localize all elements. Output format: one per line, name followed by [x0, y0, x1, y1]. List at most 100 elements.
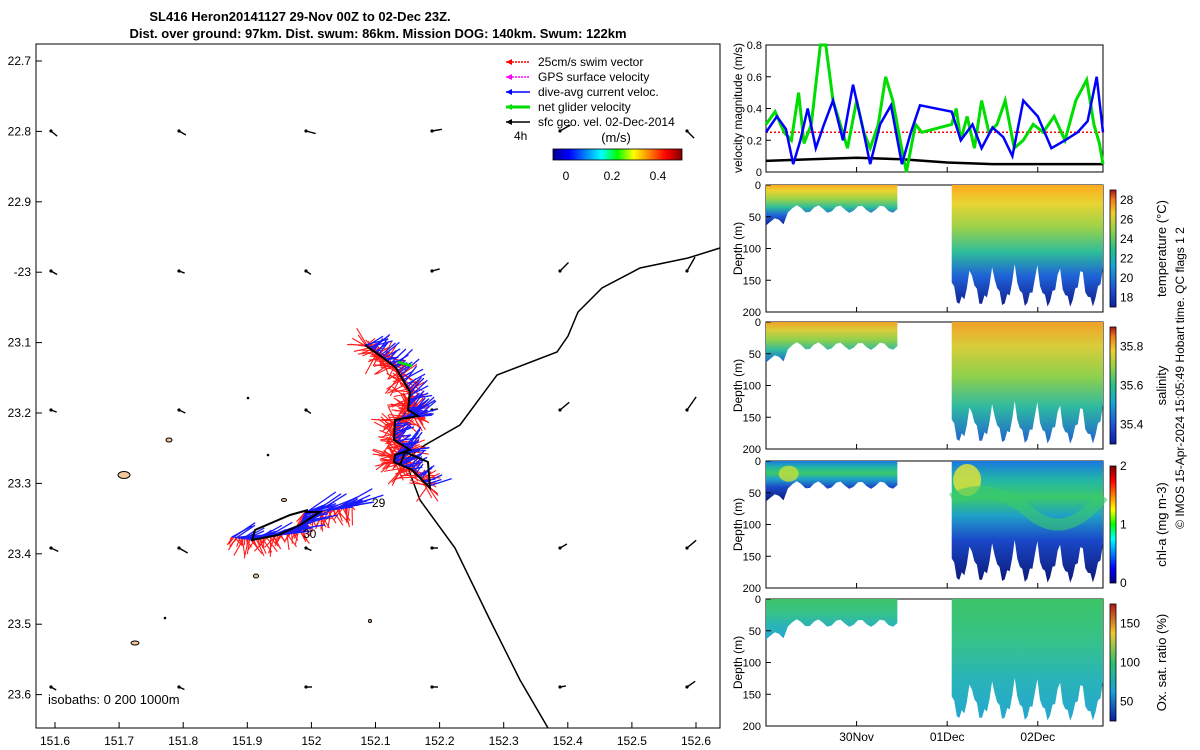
profile-panel-temperature: 0 50 100 150 200 Depth (m) 18 20 22 24 26 28 tempera…	[731, 180, 1169, 319]
geo-arrow	[686, 680, 696, 688]
legend-arrowhead	[506, 104, 512, 110]
geo-arrow-head	[304, 269, 308, 273]
map-x-tick-label: 152.1	[360, 734, 390, 748]
swim-vector	[331, 509, 344, 526]
swim-vector	[393, 366, 403, 388]
geo-arrow-head	[685, 685, 689, 689]
figure-title-line2: Dist. over ground: 97km. Dist. swum: 86k…	[129, 26, 626, 41]
current-vector	[394, 348, 413, 368]
time-tick-label: 30Nov	[839, 730, 874, 744]
swim-vector	[335, 508, 350, 525]
geo-arrow-head	[558, 269, 562, 273]
colorbar-tick-label: 22	[1120, 251, 1134, 265]
depth-tick-label: 0	[755, 180, 761, 192]
swim-vector	[373, 361, 390, 367]
profile-data-segment	[951, 185, 1103, 307]
colorbar-label: chl-a (mg m-3)	[1154, 482, 1169, 567]
reef-outline	[165, 437, 173, 443]
geo-arrow-head	[430, 269, 434, 273]
swim-vector	[393, 392, 410, 398]
reef-outline	[117, 471, 131, 479]
current-vector	[364, 338, 389, 346]
speed-colorbar	[552, 148, 683, 161]
geo-arrow-head	[685, 269, 689, 273]
swim-vector	[228, 537, 232, 544]
reef-outline	[130, 640, 140, 646]
swim-vector	[386, 372, 407, 387]
current-vector	[379, 342, 396, 357]
geo-arrow-head	[685, 408, 689, 412]
swim-vector	[268, 536, 279, 547]
colorbar-tick-label: 20	[1120, 271, 1134, 285]
swim-vector	[257, 538, 262, 547]
velocity-ylabel: velocity magnitude (m/s)	[731, 43, 745, 173]
depth-tick-label: 0	[755, 317, 761, 329]
swim-vector	[383, 449, 395, 459]
geo-arrow-head	[304, 408, 308, 412]
legend-arrowhead	[506, 119, 512, 125]
current-vector	[407, 431, 423, 450]
swim-vector	[380, 356, 389, 375]
current-vector	[407, 390, 425, 407]
current-vector	[282, 527, 313, 534]
geo-arrow-head	[177, 408, 181, 412]
swim-vector	[255, 538, 265, 557]
swim-vector	[380, 416, 395, 431]
geo-arrow-head	[558, 408, 562, 412]
map-x-tick-label: 152.4	[553, 734, 583, 748]
reef-outline	[281, 498, 287, 502]
swim-vector	[372, 449, 395, 460]
swim-vector	[395, 476, 419, 479]
profile-colorbar	[1109, 189, 1117, 308]
current-vector	[398, 434, 412, 444]
glider-track: 29 30	[226, 327, 452, 559]
colorbar-tick-label: 1	[1120, 518, 1127, 532]
geo-arrow-head	[558, 129, 562, 133]
depth-tick-label: 150	[743, 412, 761, 424]
swim-vector	[383, 466, 407, 472]
colorbar-tick-label: 26	[1120, 212, 1134, 226]
colorbar-tick-label: 35.4	[1120, 418, 1144, 432]
speed-colorbar-tick-label: 0.2	[604, 169, 621, 183]
current-vector	[381, 341, 400, 358]
current-vector	[415, 463, 424, 475]
swim-vector	[385, 345, 397, 361]
map-x-tick-label: 152	[301, 734, 321, 748]
velocity-y-tick-label: 0.6	[747, 72, 762, 84]
current-vector	[393, 423, 412, 437]
map-x-tick-label: 151.8	[168, 734, 198, 748]
depth-tick-label: 50	[749, 349, 761, 361]
velocity-y-tick-label: 0	[756, 167, 762, 179]
current-vector	[409, 393, 423, 412]
chla-band	[949, 485, 1108, 531]
current-vector	[400, 457, 417, 466]
geo-arrow-head	[49, 546, 53, 550]
current-vector	[231, 525, 253, 538]
current-vector	[383, 348, 401, 359]
swim-vector	[228, 537, 237, 551]
velocity-y-tick-label: 0.2	[747, 135, 762, 147]
time-tick-label: 02Dec	[1020, 730, 1055, 744]
current-vector	[427, 477, 452, 487]
swim-vector	[401, 465, 410, 477]
profile-colorbar	[1109, 465, 1117, 584]
current-vector	[366, 335, 384, 347]
swim-vector	[398, 467, 409, 473]
colorbar-tick-label: 18	[1120, 290, 1134, 304]
reef-dot	[163, 616, 167, 620]
geo-arrow-head	[430, 129, 434, 133]
swim-vector	[387, 384, 406, 394]
map-y-tick-label: 23.5	[8, 617, 32, 631]
colorbar-label: salinity	[1154, 365, 1169, 405]
current-vector	[394, 423, 409, 431]
velocity-panel: 0 0.2 0.4 0.6 0.8 velocity magnitude (m/s)	[731, 40, 1105, 179]
map-y-tick-label: 22.9	[8, 195, 32, 209]
current-vector	[389, 348, 407, 365]
map-y-tick-label: 23.2	[8, 406, 32, 420]
current-vector	[402, 368, 424, 381]
map-x-tick-label: 152.5	[617, 734, 647, 748]
depth-tick-label: 200	[743, 307, 761, 319]
colorbar-tick-label: 2	[1120, 459, 1127, 473]
colorbar-tick-label: 35.8	[1120, 340, 1144, 354]
